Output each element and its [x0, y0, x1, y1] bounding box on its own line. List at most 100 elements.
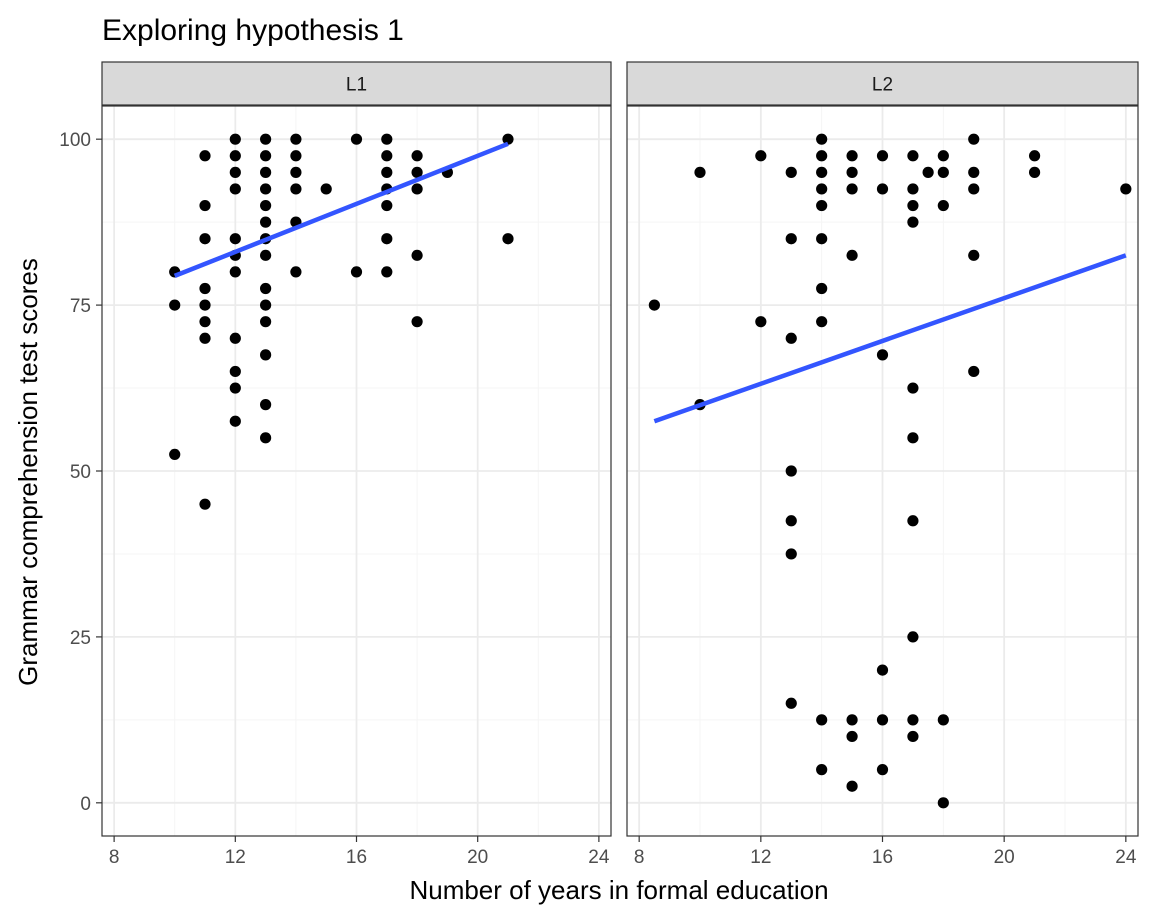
- data-point: [937, 199, 949, 212]
- data-point: [937, 714, 949, 726]
- data-point: [876, 349, 889, 361]
- data-point: [876, 764, 889, 776]
- x-tick-label: 16: [872, 847, 893, 868]
- data-point: [907, 150, 919, 162]
- x-tick-label: 24: [1115, 847, 1137, 868]
- data-point: [968, 365, 980, 378]
- x-tick-label: 20: [467, 847, 488, 868]
- data-point: [199, 498, 211, 510]
- data-point: [846, 150, 858, 162]
- data-point: [502, 133, 514, 145]
- data-point: [876, 714, 889, 726]
- data-point: [260, 299, 272, 311]
- data-point: [411, 183, 423, 195]
- data-point: [229, 415, 241, 427]
- x-tick-label: 20: [994, 847, 1015, 868]
- data-point: [199, 332, 211, 344]
- data-point: [502, 233, 514, 245]
- data-point: [785, 548, 797, 560]
- data-point: [785, 515, 797, 527]
- data-point: [260, 183, 272, 195]
- data-point: [785, 233, 797, 245]
- data-point: [648, 299, 660, 311]
- data-point: [816, 150, 828, 162]
- data-point: [816, 316, 828, 328]
- data-point: [876, 150, 889, 162]
- panel-l1: L1 8 12 16 20 24 0 25 50 75 100: [59, 61, 612, 868]
- data-point: [846, 183, 858, 195]
- y-tick-label: 50: [70, 462, 91, 483]
- fit-line: [653, 253, 1127, 424]
- data-point: [411, 316, 423, 328]
- chart-title: Exploring hypothesis 1: [102, 14, 404, 47]
- data-point: [290, 150, 302, 162]
- data-point: [876, 183, 889, 195]
- data-point: [968, 166, 980, 178]
- x-tick-label: 12: [750, 847, 771, 868]
- data-point: [968, 183, 980, 195]
- data-point: [199, 233, 211, 245]
- data-point: [199, 199, 211, 212]
- data-point: [381, 233, 393, 245]
- data-point: [1028, 150, 1041, 162]
- data-point: [816, 233, 828, 245]
- data-point: [785, 332, 797, 344]
- data-point: [785, 166, 797, 178]
- data-point: [907, 199, 919, 212]
- data-point: [229, 382, 241, 394]
- data-point: [260, 216, 272, 228]
- data-point: [846, 780, 858, 792]
- data-point: [922, 166, 934, 178]
- strip-label: L1: [346, 75, 367, 96]
- data-point: [1028, 166, 1041, 178]
- data-point: [937, 166, 949, 178]
- x-tick-label: 12: [225, 847, 246, 868]
- data-point: [260, 249, 272, 261]
- fit-line: [173, 141, 509, 278]
- data-point: [320, 183, 332, 195]
- data-point: [907, 631, 919, 643]
- data-point: [907, 432, 919, 444]
- data-point: [968, 133, 980, 145]
- panels: L1 8 12 16 20 24 0 25 50 75 100 L2 8 12 16 20 24: [59, 61, 1139, 868]
- data-point: [937, 150, 949, 162]
- data-point: [229, 266, 241, 278]
- data-point: [381, 266, 393, 278]
- data-point: [229, 150, 241, 162]
- data-point: [229, 233, 241, 245]
- data-point: [229, 332, 241, 344]
- data-point: [381, 199, 393, 212]
- data-point: [169, 448, 181, 461]
- data-point: [260, 133, 272, 145]
- data-point: [907, 714, 919, 726]
- y-axis-title: Grammar comprehension test scores: [13, 258, 43, 686]
- data-point: [876, 664, 889, 676]
- data-point: [816, 133, 828, 145]
- data-point: [229, 166, 241, 178]
- data-point: [694, 166, 706, 178]
- y-tick-label: 75: [70, 296, 91, 317]
- data-point: [199, 282, 211, 295]
- data-point: [816, 183, 828, 195]
- data-point: [785, 697, 797, 709]
- strip-label: L2: [872, 75, 893, 96]
- data-point: [199, 299, 211, 311]
- data-point: [755, 150, 767, 162]
- y-tick-label: 25: [70, 628, 91, 649]
- data-point: [846, 166, 858, 178]
- data-point: [411, 166, 423, 178]
- y-tick-label: 0: [80, 794, 91, 815]
- data-point: [199, 150, 211, 162]
- data-point: [260, 166, 272, 178]
- data-point: [229, 133, 241, 145]
- data-point: [907, 216, 919, 228]
- data-point: [290, 266, 302, 278]
- data-point: [290, 166, 302, 178]
- data-point: [846, 249, 858, 261]
- y-tick-label: 100: [59, 130, 91, 151]
- data-point: [350, 266, 363, 278]
- data-point: [816, 714, 828, 726]
- x-tick-label: 8: [634, 847, 645, 868]
- data-point: [937, 797, 949, 809]
